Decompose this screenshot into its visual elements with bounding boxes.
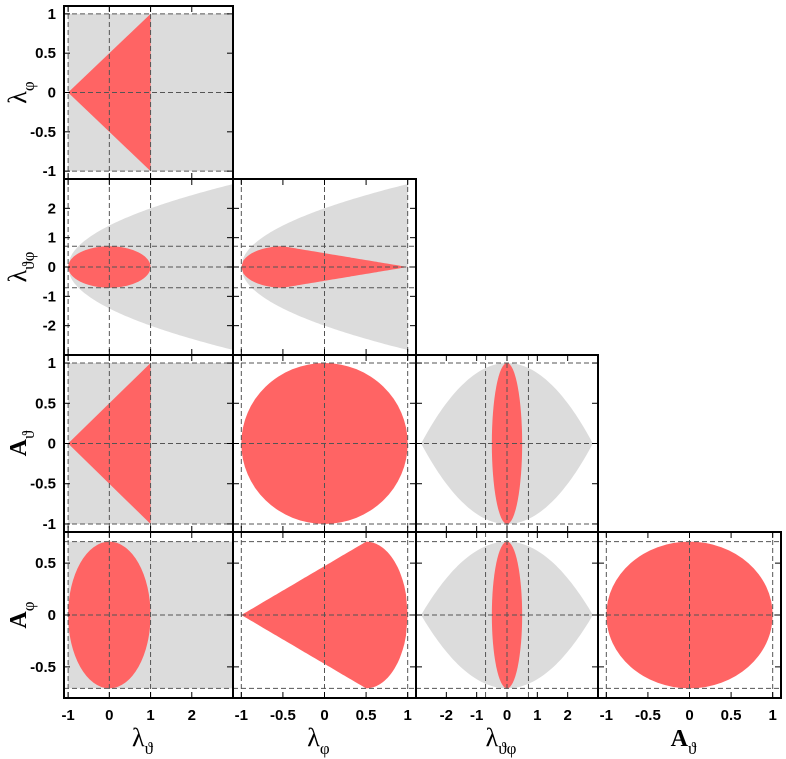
svg-text:λφ: λφ xyxy=(307,723,330,758)
x-tick-label: 0 xyxy=(503,707,511,724)
panel-A_theta-vs-lambda_theta xyxy=(63,354,234,533)
panel-lambda_phi-vs-lambda_theta xyxy=(63,5,234,180)
axis-title-A_phi: Aφ xyxy=(6,601,38,628)
x-tick-label: 0.5 xyxy=(721,707,742,724)
x-tick-label: -1 xyxy=(235,707,248,724)
axis-title-A_theta: Aϑ xyxy=(671,726,697,758)
y-tick-label: -1 xyxy=(43,516,56,533)
x-tick-label: 1 xyxy=(533,707,541,724)
y-tick-label: 1 xyxy=(48,6,56,23)
panel-A_phi-vs-lambda_phi xyxy=(232,531,417,699)
x-tick-label: 2 xyxy=(563,707,571,724)
x-tick-label: -2 xyxy=(440,707,453,724)
x-tick-label: 1 xyxy=(146,707,154,724)
x-tick-label: 0 xyxy=(320,707,328,724)
x-tick-label: -0.5 xyxy=(635,707,661,724)
x-tick-label: 0 xyxy=(105,707,113,724)
svg-text:λϑφ: λϑφ xyxy=(486,723,517,758)
svg-text:λϑ: λϑ xyxy=(132,723,154,758)
y-tick-label: 0 xyxy=(48,85,56,102)
panel-lambda_thetaphi-vs-lambda_theta xyxy=(63,178,234,356)
y-tick-label: 1 xyxy=(48,230,56,247)
y-tick-label: 0.5 xyxy=(35,45,56,62)
panel-A_phi-vs-lambda_theta xyxy=(63,531,234,699)
panel-lambda_thetaphi-vs-lambda_phi xyxy=(232,178,417,356)
panel-A_theta-vs-lambda_phi xyxy=(232,354,417,533)
panel-A_phi-vs-A_theta xyxy=(597,531,782,699)
y-tick-label: -0.5 xyxy=(30,124,56,141)
panel-frame xyxy=(597,531,782,699)
svg-text:λφ: λφ xyxy=(3,81,38,104)
y-tick-label: -0.5 xyxy=(30,659,56,676)
y-tick-label: -1 xyxy=(43,288,56,305)
x-tick-label: 0.5 xyxy=(356,707,377,724)
x-tick-label: -1 xyxy=(470,707,483,724)
panel-A_phi-vs-lambda_thetaphi xyxy=(415,531,599,699)
svg-text:λϑφ: λϑφ xyxy=(3,251,38,282)
physical-region xyxy=(68,13,151,172)
y-tick-label: 0.5 xyxy=(35,395,56,412)
axis-title-lambda_thetaphi: λϑφ xyxy=(486,723,517,758)
svg-text:Aϑ: Aϑ xyxy=(671,726,697,758)
x-tick-label: 0 xyxy=(685,707,693,724)
axis-title-lambda_phi: λφ xyxy=(3,81,38,104)
y-tick-label: 1 xyxy=(48,355,56,372)
axis-title-lambda_phi: λφ xyxy=(307,723,330,758)
y-tick-label: 2 xyxy=(48,200,56,217)
x-tick-label: -1 xyxy=(600,707,613,724)
x-tick-label: -0.5 xyxy=(270,707,296,724)
y-tick-label: 0 xyxy=(48,607,56,624)
svg-text:Aφ: Aφ xyxy=(6,601,38,628)
y-tick-label: -1 xyxy=(43,163,56,180)
svg-text:Aϑ: Aϑ xyxy=(6,430,38,456)
x-tick-label: -1 xyxy=(61,707,74,724)
y-tick-label: -0.5 xyxy=(30,476,56,493)
y-tick-label: 0 xyxy=(48,259,56,276)
panel-A_theta-vs-lambda_thetaphi xyxy=(415,354,599,533)
x-tick-label: 1 xyxy=(769,707,777,724)
axis-title-lambda_theta: λϑ xyxy=(132,723,154,758)
y-tick-label: 0.5 xyxy=(35,555,56,572)
y-tick-label: -2 xyxy=(43,318,56,335)
y-tick-label: 0 xyxy=(48,436,56,453)
x-tick-label: 1 xyxy=(404,707,412,724)
axis-title-A_theta: Aϑ xyxy=(6,430,38,456)
axis-title-lambda_thetaphi: λϑφ xyxy=(3,251,38,282)
x-tick-label: 2 xyxy=(188,707,196,724)
